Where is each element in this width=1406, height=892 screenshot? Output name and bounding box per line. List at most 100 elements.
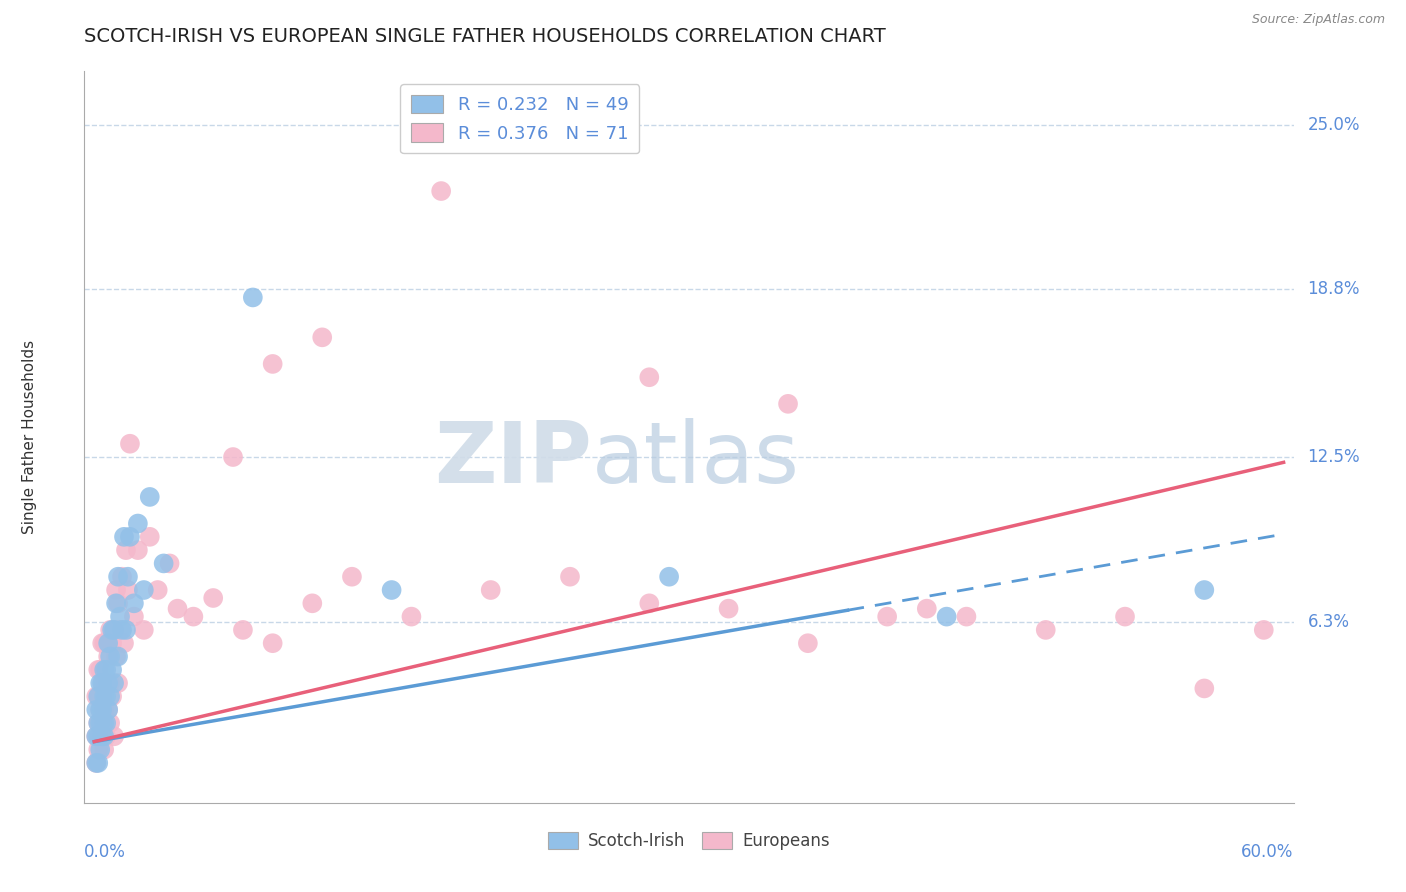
Point (658, 570, 681, 584)
Point (122, 609, 145, 624)
Point (127, 543, 149, 558)
Point (166, 601, 188, 615)
Point (638, 596, 661, 610)
Legend: Scotch-Irish, Europeans: Scotch-Irish, Europeans (541, 825, 837, 856)
Point (127, 516, 149, 531)
Text: 0.0%: 0.0% (84, 843, 127, 861)
Point (915, 601, 938, 615)
Point (262, 636, 284, 650)
Point (89, 703, 111, 717)
Text: 6.3%: 6.3% (1308, 613, 1350, 631)
Point (222, 450, 245, 464)
Point (1035, 623, 1057, 637)
Point (107, 676, 129, 690)
Point (401, 609, 423, 624)
Point (105, 596, 128, 610)
Point (105, 582, 128, 597)
Point (159, 557, 181, 571)
Point (98, 716, 121, 731)
Point (97, 649, 120, 664)
Point (87, 716, 110, 731)
Point (139, 530, 162, 544)
Point (93, 716, 115, 731)
Point (122, 596, 145, 610)
Point (84, 756, 107, 770)
Point (146, 582, 169, 597)
Point (93, 703, 115, 717)
Point (93, 663, 115, 677)
Point (98, 676, 121, 690)
Point (152, 557, 174, 571)
Text: Source: ZipAtlas.com: Source: ZipAtlas.com (1251, 13, 1385, 27)
Point (91, 716, 114, 731)
Point (96, 676, 118, 690)
Point (89, 676, 111, 690)
Point (101, 690, 124, 704)
Point (89, 703, 111, 717)
Point (91, 729, 114, 743)
Point (91, 676, 114, 690)
Point (242, 290, 264, 304)
Point (117, 582, 139, 597)
Point (97, 636, 120, 650)
Point (91, 636, 114, 650)
Point (955, 609, 977, 624)
Point (935, 609, 957, 624)
Text: SCOTCH-IRISH VS EUROPEAN SINGLE FATHER HOUSEHOLDS CORRELATION CHART: SCOTCH-IRISH VS EUROPEAN SINGLE FATHER H… (84, 27, 886, 45)
Point (717, 601, 740, 615)
Point (87, 690, 110, 704)
Point (89, 663, 111, 677)
Point (93, 690, 115, 704)
Text: atlas: atlas (592, 417, 800, 500)
Point (97, 703, 120, 717)
Point (117, 570, 139, 584)
Point (776, 397, 799, 411)
Point (89, 716, 111, 731)
Point (98, 649, 121, 664)
Point (107, 570, 129, 584)
Point (105, 649, 128, 664)
Point (98, 690, 121, 704)
Point (93, 676, 115, 690)
Point (87, 716, 110, 731)
Point (1194, 582, 1216, 597)
Point (111, 623, 134, 637)
Point (84, 690, 107, 704)
Point (84, 756, 107, 770)
Point (96, 716, 118, 731)
Point (118, 436, 141, 450)
Point (96, 690, 118, 704)
Point (97, 703, 120, 717)
Point (115, 623, 138, 637)
Point (381, 582, 404, 597)
Point (98, 623, 121, 637)
Point (139, 490, 162, 504)
Point (87, 729, 110, 743)
Point (558, 570, 581, 584)
Point (638, 370, 661, 384)
Point (301, 596, 323, 610)
Point (876, 609, 898, 624)
Text: ZIP: ZIP (434, 417, 592, 500)
Point (112, 636, 135, 650)
Point (101, 623, 124, 637)
Point (115, 543, 138, 558)
Point (108, 609, 131, 624)
Point (84, 729, 107, 743)
Point (89, 729, 111, 743)
Point (96, 663, 118, 677)
Point (87, 742, 110, 756)
Text: Single Father Households: Single Father Households (22, 340, 38, 534)
Point (89, 742, 111, 756)
Point (118, 530, 141, 544)
Point (91, 703, 114, 717)
Point (103, 623, 125, 637)
Point (132, 582, 155, 597)
Point (340, 570, 363, 584)
Point (132, 623, 155, 637)
Point (262, 357, 284, 371)
Point (96, 729, 118, 743)
Point (87, 756, 110, 770)
Point (311, 330, 333, 344)
Point (112, 530, 135, 544)
